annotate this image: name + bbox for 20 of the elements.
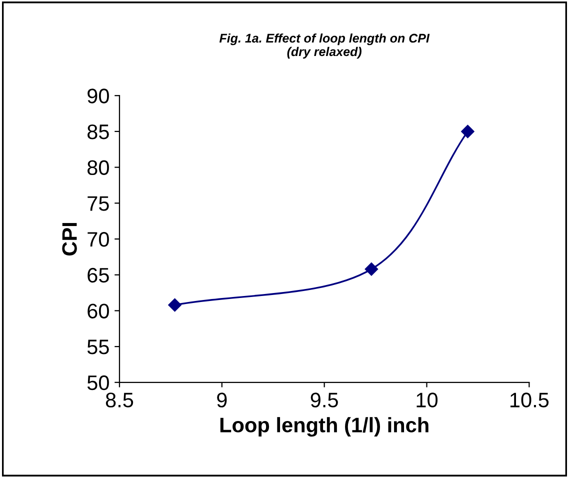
y-tick-label: 50: [87, 375, 109, 390]
y-tick-label: 60: [88, 304, 109, 318]
point: [461, 124, 474, 138]
y-tick-label: 90: [88, 88, 109, 104]
y-tick-label: 80: [88, 160, 109, 176]
y-tick-label: 55: [87, 340, 109, 354]
chart-title: Fig. 1a. Effect of loop length on CPI (dry relaxed): [219, 33, 430, 59]
x-axis-title: Loop length (1/l) inch: [220, 417, 428, 437]
y-tick-label: 65: [88, 268, 109, 283]
x-tick-label: 8.5: [106, 392, 134, 408]
point: [168, 298, 182, 312]
x-tick-label: 9: [217, 392, 227, 408]
y-tick-label: 75: [88, 196, 109, 211]
y-axis-title: CPI: [62, 223, 77, 256]
point: [364, 262, 378, 276]
y-tick-label: 85: [88, 124, 109, 140]
y-tick-label: 70: [88, 232, 109, 247]
x-tick-label: 10.5: [510, 392, 549, 408]
x-tick-label: 10: [416, 392, 438, 408]
x-tick-label: 9.5: [310, 392, 338, 408]
